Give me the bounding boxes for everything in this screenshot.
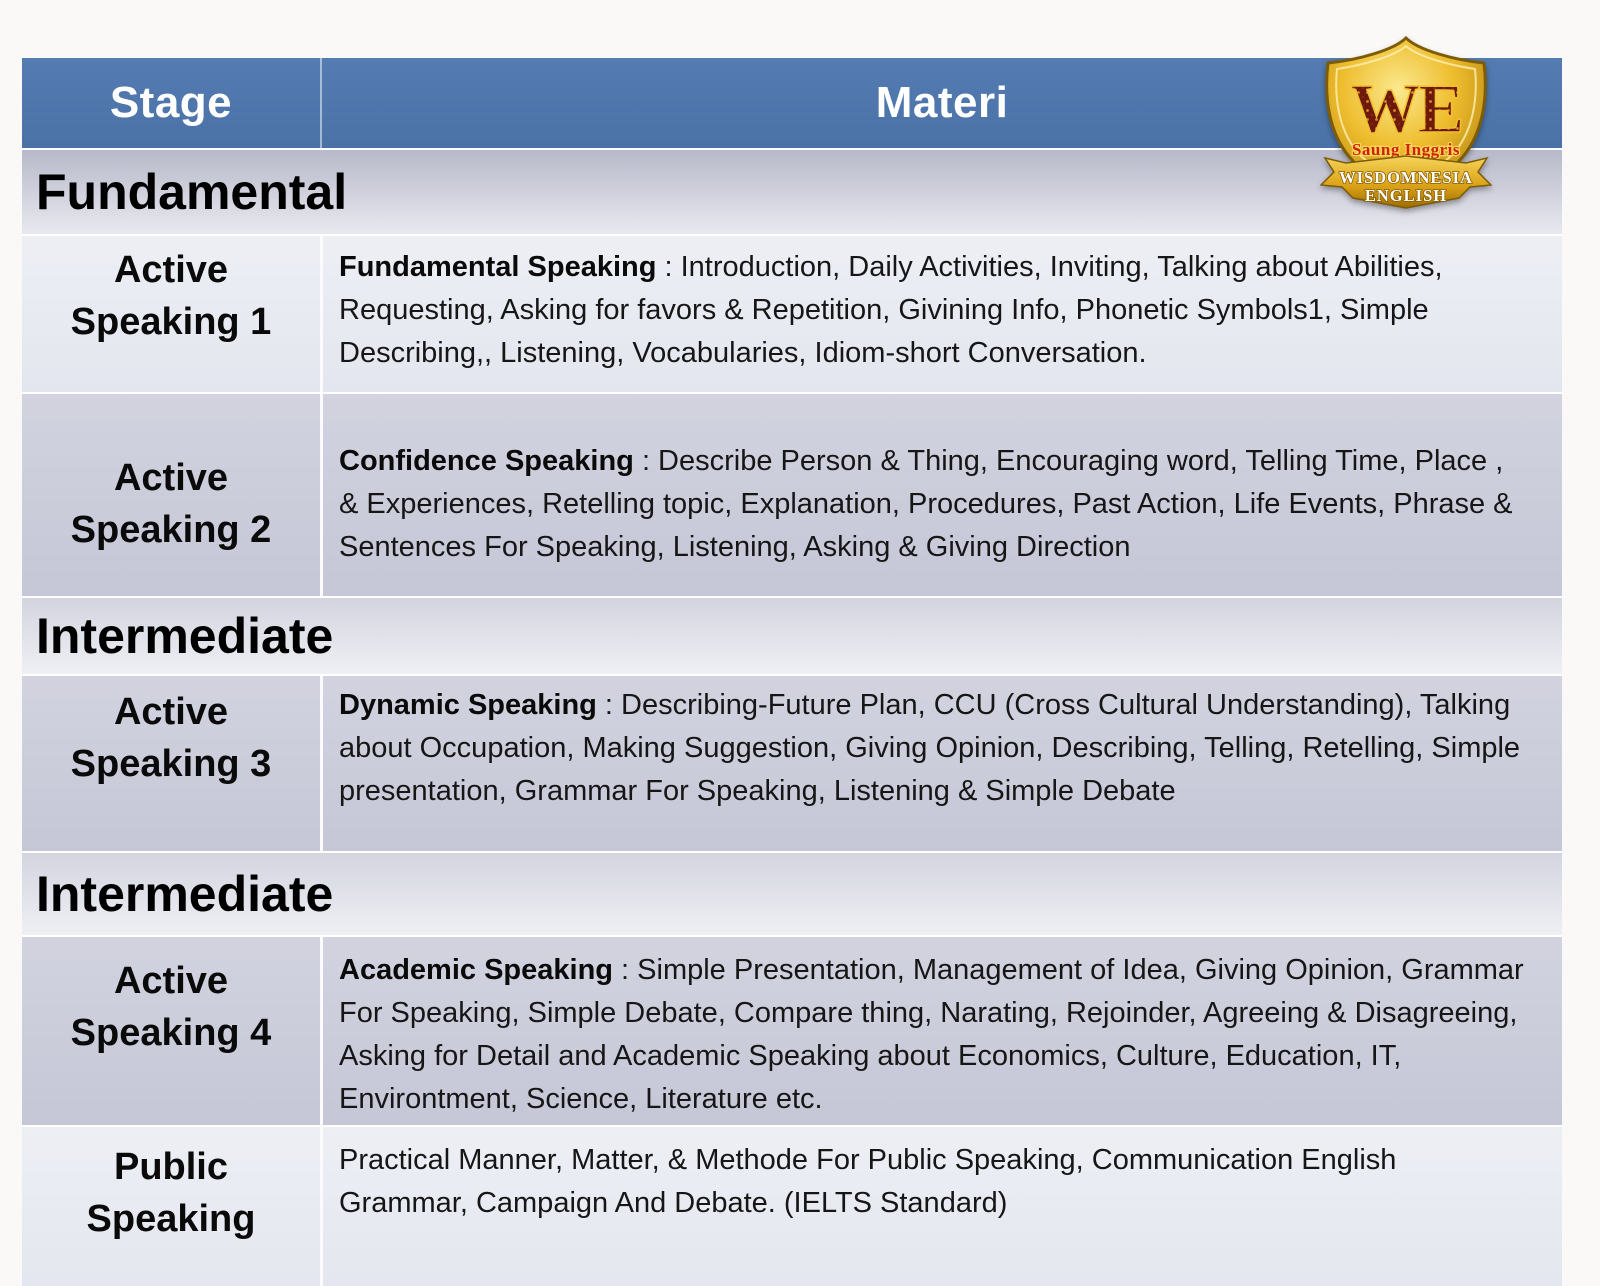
table-row-active-speaking-3: Active Speaking 3 Dynamic Speaking : Des…	[22, 674, 1562, 851]
materi-body: : Describe Person & Thing, Encouraging w…	[339, 445, 1513, 563]
materi-body: : Introduction, Daily Activities, Inviti…	[339, 251, 1443, 369]
materi-cell: Dynamic Speaking : Describing-Future Pla…	[320, 676, 1562, 851]
materi-title: Confidence Speaking	[339, 445, 634, 477]
stage-cell: Public Speaking	[22, 1127, 320, 1286]
stage-label: Public Speaking	[86, 1146, 256, 1240]
section-label: Intermediate	[36, 608, 334, 664]
stage-cell: Active Speaking 2	[22, 394, 320, 596]
table-row-public-speaking: Public Speaking Practical Manner, Matter…	[22, 1125, 1562, 1286]
table-header-row: Stage Materi	[22, 58, 1562, 148]
materi-title: Dynamic Speaking	[339, 689, 597, 721]
logo-banner-line1: WISDOMNESIA	[1339, 168, 1473, 187]
logo-subtitle: Saung Inggris	[1352, 140, 1460, 159]
table-row-active-speaking-4: Active Speaking 4 Academic Speaking : Si…	[22, 935, 1562, 1125]
stage-label: Active Speaking 2	[70, 457, 272, 551]
materi-title: Academic Speaking	[339, 954, 613, 986]
stage-label: Active Speaking 1	[70, 249, 272, 343]
stage-label: Active Speaking 3	[70, 691, 272, 785]
stage-cell: Active Speaking 4	[22, 937, 320, 1125]
table-row-active-speaking-2: Active Speaking 2 Confidence Speaking : …	[22, 392, 1562, 596]
logo-banner	[1320, 155, 1492, 209]
stage-cell: Active Speaking 3	[22, 676, 320, 851]
table-row-active-speaking-1: Active Speaking 1 Fundamental Speaking :…	[22, 234, 1562, 392]
stage-label: Active Speaking 4	[70, 960, 272, 1054]
column-header-stage: Stage	[109, 78, 233, 127]
section-label: Fundamental	[36, 164, 348, 220]
section-label: Intermediate	[36, 866, 334, 922]
materi-title: Fundamental Speaking	[339, 251, 657, 283]
materi-cell: Fundamental Speaking : Introduction, Dai…	[320, 236, 1562, 392]
stage-cell: Active Speaking 1	[22, 236, 320, 392]
materi-body: Practical Manner, Matter, & Methode For …	[339, 1144, 1397, 1219]
column-header-materi: Materi	[320, 58, 1562, 148]
materi-body: : Describing-Future Plan, CCU (Cross Cul…	[339, 689, 1521, 807]
section-row-intermediate-2: Intermediate	[22, 851, 1562, 935]
logo-banner-line2: ENGLISH	[1365, 186, 1447, 205]
wisdomnesia-english-logo: WE Saung Inggris WISDOMNESIA ENGLISH	[1320, 36, 1492, 209]
materi-cell: Confidence Speaking : Describe Person & …	[320, 394, 1562, 596]
materi-cell: Practical Manner, Matter, & Methode For …	[320, 1127, 1562, 1286]
materi-cell: Academic Speaking : Simple Presentation,…	[320, 937, 1562, 1125]
course-table: Stage Materi Fundamental Active Speaking…	[22, 58, 1562, 1286]
materi-body: : Simple Presentation, Management of Ide…	[339, 954, 1524, 1115]
section-row-fundamental: Fundamental	[22, 148, 1562, 234]
section-row-intermediate-1: Intermediate	[22, 596, 1562, 674]
logo-we-monogram: WE	[1351, 71, 1462, 148]
